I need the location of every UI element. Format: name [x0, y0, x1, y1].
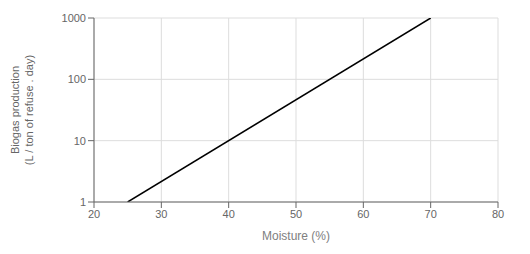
svg-text:1: 1 — [80, 196, 86, 208]
svg-text:50: 50 — [290, 208, 302, 220]
svg-text:30: 30 — [155, 208, 167, 220]
svg-text:20: 20 — [88, 208, 100, 220]
svg-text:70: 70 — [425, 208, 437, 220]
svg-text:Biogas production(L / ton of r: Biogas production(L / ton of refuse . da… — [9, 55, 35, 165]
svg-text:40: 40 — [223, 208, 235, 220]
svg-text:100: 100 — [68, 73, 86, 85]
svg-text:Moisture (%): Moisture (%) — [262, 229, 330, 243]
svg-text:80: 80 — [492, 208, 504, 220]
svg-text:1000: 1000 — [62, 12, 86, 24]
svg-text:10: 10 — [74, 135, 86, 147]
svg-text:60: 60 — [357, 208, 369, 220]
